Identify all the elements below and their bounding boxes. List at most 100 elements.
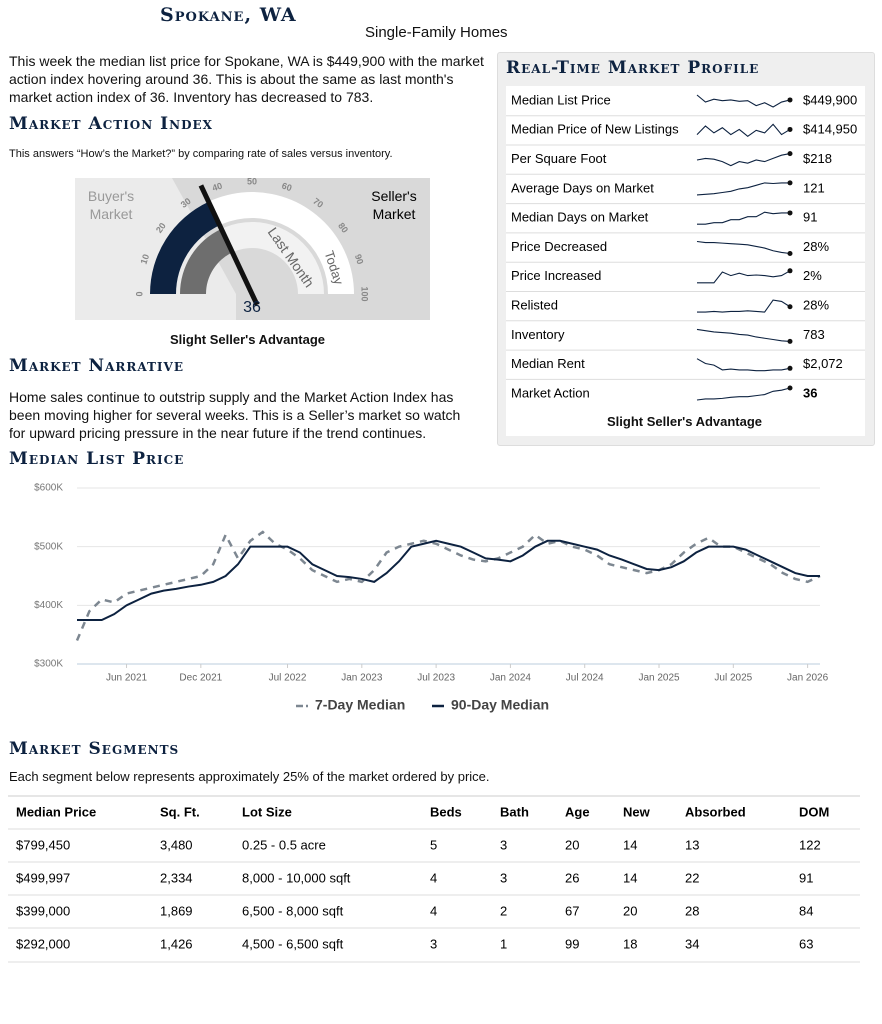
cell: 13 [685, 837, 699, 852]
cell: 91 [799, 870, 813, 885]
intro: This week the median list price for Spok… [9, 53, 484, 105]
caption: Slight Seller's Advantage [607, 414, 763, 429]
cell: 6,500 - 8,000 sqft [242, 903, 344, 918]
cell: 28 [685, 903, 699, 918]
row-value: 2% [803, 268, 822, 283]
sparkline [697, 299, 791, 313]
gauge-value: 36 [243, 299, 261, 316]
column-header: Sq. Ft. [160, 804, 200, 819]
heading: Median List Price [9, 449, 185, 469]
column-header: DOM [799, 804, 829, 819]
sparkline-end [787, 251, 793, 256]
legend-label: 90-Day Median [451, 697, 549, 713]
profile-table [506, 86, 865, 436]
row-value: 91 [803, 210, 817, 225]
x-tick-label: Jul 2024 [566, 673, 604, 684]
heading: Market Action Index [9, 114, 213, 134]
y-tick-label: $400K [34, 600, 63, 611]
narrative: Home sales continue to outstrip supply a… [9, 389, 461, 441]
gauge-tick: 0 [134, 291, 144, 296]
cell: 4 [430, 903, 437, 918]
x-tick-label: Jul 2022 [269, 673, 307, 684]
cell: 122 [799, 837, 821, 852]
title: Spokane, WA [160, 4, 297, 26]
column-header: Absorbed [685, 804, 746, 819]
cell: 1 [500, 936, 507, 951]
cell: 20 [565, 837, 579, 852]
caption: Slight Seller's Advantage [170, 332, 326, 347]
sparkline [697, 211, 790, 225]
row-label: Median Rent [511, 356, 585, 371]
sellers-label: Seller's Market [371, 188, 416, 222]
row-value: 121 [803, 180, 825, 195]
row-label: Inventory [511, 327, 565, 342]
cell: 3 [430, 936, 437, 951]
sparkline-end [787, 385, 793, 391]
row-value: 28% [803, 298, 829, 313]
row-label: Average Days on Market [511, 180, 654, 195]
gauge-tick: 90 [353, 253, 366, 266]
cell: 2 [500, 903, 507, 918]
cell: 8,000 - 10,000 sqft [242, 870, 351, 885]
sparkline-end [787, 338, 793, 344]
row-label: Market Action [511, 385, 590, 400]
gauge-tick: 60 [280, 181, 293, 194]
sparkline-end [787, 97, 793, 103]
row-label: Relisted [511, 298, 558, 313]
row-label: Median Price of New Listings [511, 122, 679, 137]
sparkline-end [787, 365, 793, 371]
line-chart: $300K $400K $500K $600K Jun 2021 Dec 2021 Jul … [34, 483, 829, 713]
sparkline-end [787, 126, 793, 132]
cell: 1,426 [160, 936, 193, 951]
cell: 0.25 - 0.5 acre [242, 837, 326, 852]
column-header: Bath [500, 804, 529, 819]
cell: 3,480 [160, 837, 193, 852]
cell: 14 [623, 837, 637, 852]
gauge-tick: 80 [336, 221, 350, 235]
cell: 4,500 - 6,500 sqft [242, 936, 344, 951]
today-arc [150, 201, 220, 294]
gauge-tick: 10 [139, 253, 152, 266]
cell: $799,450 [16, 837, 70, 852]
heading: Market Segments [9, 739, 180, 759]
cell: 99 [565, 936, 579, 951]
cell: $292,000 [16, 936, 70, 951]
gauge-tick: 100 [360, 286, 370, 301]
cell: 1,869 [160, 903, 193, 918]
buyers-label: Buyer's Market [88, 188, 134, 222]
x-tick-label: Jan 2023 [341, 673, 383, 684]
row-value: $2,072 [803, 356, 843, 371]
heading: Real-Time Market Profile [506, 58, 760, 78]
cell: 34 [685, 936, 699, 951]
profile: Median List Price $449,900 Median Price of… [506, 92, 865, 401]
sparkline-end [787, 210, 793, 216]
x-tick-label: Jun 2021 [106, 673, 148, 684]
subtitle: Single-Family Homes [365, 24, 508, 41]
sparkline-end [787, 268, 793, 274]
row-label: Median Days on Market [511, 210, 649, 225]
column-header: Age [565, 804, 590, 819]
row-label: Price Decreased [511, 239, 607, 254]
series-line [77, 539, 820, 621]
gauge: 0 10 20 30 40 50 60 70 80 90 100 36 Buyer's Market Sel… [75, 176, 430, 320]
y-tick-label: $500K [34, 541, 63, 552]
y-tick-label: $600K [34, 483, 63, 494]
cell: 2,334 [160, 870, 193, 885]
x-tick-label: Dec 2021 [179, 673, 222, 684]
gauge-tick: 50 [247, 176, 257, 186]
y-tick-label: $300K [34, 659, 63, 670]
sparkline [696, 387, 791, 401]
row-value: 783 [803, 327, 825, 342]
gauge-tick: 40 [211, 181, 224, 194]
cell: 5 [430, 837, 437, 852]
row-value: 36 [803, 385, 817, 400]
sparkline-end [787, 151, 793, 157]
cell: 14 [623, 870, 637, 885]
last-month-arc [180, 228, 233, 294]
x-tick-label: Jan 2025 [638, 673, 680, 684]
description: Each segment below represents approximat… [9, 769, 490, 784]
row-label: Per Square Foot [511, 151, 607, 166]
column-header: Lot Size [242, 804, 292, 819]
column-header: New [623, 804, 651, 819]
